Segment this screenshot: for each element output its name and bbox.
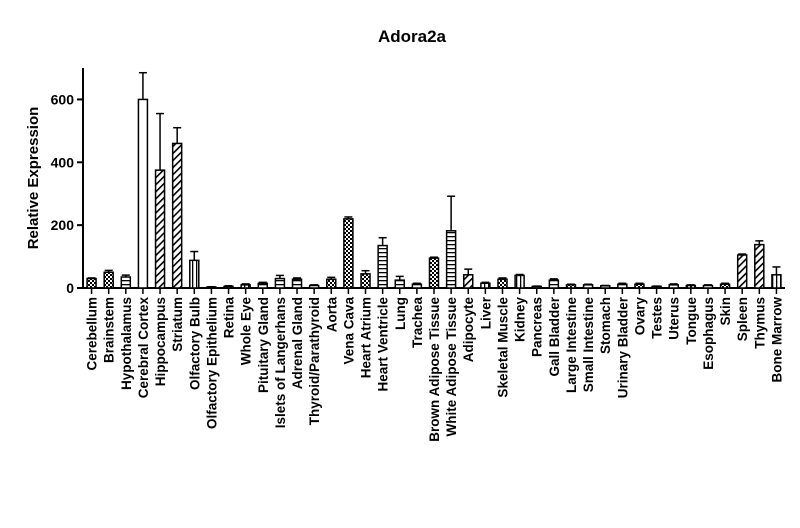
y-axis-ticks: 0 200 400 600 bbox=[51, 91, 83, 296]
bar bbox=[480, 282, 491, 289]
bar bbox=[189, 259, 200, 289]
bar bbox=[360, 273, 371, 289]
bar bbox=[668, 284, 679, 289]
x-tick-label: Vena Cava bbox=[341, 297, 356, 365]
bar bbox=[171, 142, 183, 289]
x-tick-label: Heart Ventricle bbox=[376, 297, 391, 392]
x-tick-label: White Adipose Tissue bbox=[444, 297, 459, 437]
bar bbox=[103, 271, 114, 289]
bar bbox=[240, 284, 251, 289]
bar bbox=[617, 283, 628, 289]
x-tick-label: Tongue bbox=[684, 297, 699, 345]
x-tick-label: Stomach bbox=[598, 297, 613, 354]
bar bbox=[771, 274, 782, 289]
y-tick-label: 400 bbox=[51, 154, 75, 170]
x-tick-label: Olfactory Bulb bbox=[187, 297, 202, 390]
y-tick-label: 600 bbox=[51, 91, 75, 107]
bar bbox=[86, 277, 97, 289]
bar bbox=[377, 244, 388, 289]
x-tick-label: Testes bbox=[650, 297, 665, 339]
x-tick-label: Islets of Langerhans bbox=[273, 297, 288, 428]
axes bbox=[82, 68, 785, 289]
bar bbox=[394, 279, 406, 289]
bar bbox=[531, 285, 542, 289]
x-tick-label: Kidney bbox=[513, 297, 528, 343]
x-tick-label: Cerebellum bbox=[85, 297, 100, 371]
x-tick-label: Whole Eye bbox=[239, 297, 254, 366]
bar bbox=[702, 284, 714, 289]
bar bbox=[634, 283, 645, 289]
bar bbox=[308, 284, 320, 289]
bar bbox=[754, 243, 765, 289]
x-tick-label: Pituitary Gland bbox=[256, 297, 271, 393]
bar bbox=[548, 279, 560, 289]
x-tick-label: Brown Adipose Tissue bbox=[427, 297, 442, 442]
x-tick-label: Pancreas bbox=[530, 297, 545, 357]
x-tick-label: Hypothalamus bbox=[119, 297, 134, 390]
x-tick-label: Olfactory Epithelium bbox=[204, 297, 219, 429]
bar bbox=[206, 286, 217, 289]
x-tick-label: Brainstem bbox=[102, 297, 117, 363]
bar bbox=[497, 278, 508, 289]
x-tick-label: Urinary Bladder bbox=[615, 296, 630, 398]
x-tick-label: Hippocampus bbox=[153, 297, 168, 386]
bar bbox=[514, 274, 525, 289]
bar bbox=[685, 284, 697, 289]
bar bbox=[291, 278, 303, 289]
x-axis-tick-labels: Cerebellum Brainstem Hypothalamus Cerebral … bbox=[85, 288, 784, 442]
x-tick-label: Skeletal Muscle bbox=[495, 297, 510, 398]
bar bbox=[599, 285, 611, 289]
x-tick-label: Small Intestine bbox=[581, 297, 596, 393]
bars bbox=[86, 71, 782, 289]
bar bbox=[120, 276, 132, 289]
x-tick-label: Retina bbox=[222, 297, 237, 339]
x-tick-label: Bone Marrow bbox=[769, 297, 784, 383]
bar bbox=[326, 278, 337, 289]
bar bbox=[257, 282, 269, 289]
x-tick-label: Trachea bbox=[410, 297, 425, 349]
x-tick-label: Skin bbox=[718, 297, 733, 326]
bar bbox=[274, 277, 286, 289]
bar bbox=[137, 98, 149, 289]
bar bbox=[736, 254, 748, 289]
x-tick-label: Gall Bladder bbox=[547, 296, 562, 376]
x-tick-label: Adipocyte bbox=[461, 297, 476, 363]
x-tick-label: Adrenal Gland bbox=[290, 297, 305, 389]
x-tick-label: Cerebral Cortex bbox=[136, 297, 151, 399]
x-tick-label: Spleen bbox=[735, 297, 750, 341]
bar bbox=[565, 284, 577, 289]
y-tick-label: 200 bbox=[51, 217, 75, 233]
bar bbox=[719, 283, 731, 289]
bar bbox=[651, 285, 662, 289]
x-tick-label: Large Intestine bbox=[564, 297, 579, 394]
bar bbox=[343, 218, 354, 289]
x-tick-label: Lung bbox=[393, 297, 408, 330]
bar bbox=[582, 284, 594, 289]
bar bbox=[428, 257, 440, 289]
x-tick-label: Ovary bbox=[632, 297, 647, 336]
bar bbox=[462, 274, 474, 289]
y-axis-label: Relative Expression bbox=[25, 107, 42, 250]
y-tick-label: 0 bbox=[66, 280, 74, 296]
x-tick-label: Striatum bbox=[170, 297, 185, 352]
bar bbox=[445, 230, 457, 289]
x-tick-label: Esophagus bbox=[701, 297, 716, 370]
x-tick-label: Heart Atrium bbox=[359, 297, 374, 378]
bar bbox=[411, 283, 423, 289]
x-tick-label: Thymus bbox=[752, 297, 767, 349]
chart-title: Adora2a bbox=[378, 27, 447, 46]
x-tick-label: Aorta bbox=[324, 297, 339, 333]
bar bbox=[154, 169, 166, 289]
bar bbox=[223, 285, 234, 289]
x-tick-label: Uterus bbox=[667, 297, 682, 340]
x-tick-label: Thyroid/Parathyroid bbox=[307, 297, 322, 425]
x-tick-label: Liver bbox=[478, 296, 493, 329]
